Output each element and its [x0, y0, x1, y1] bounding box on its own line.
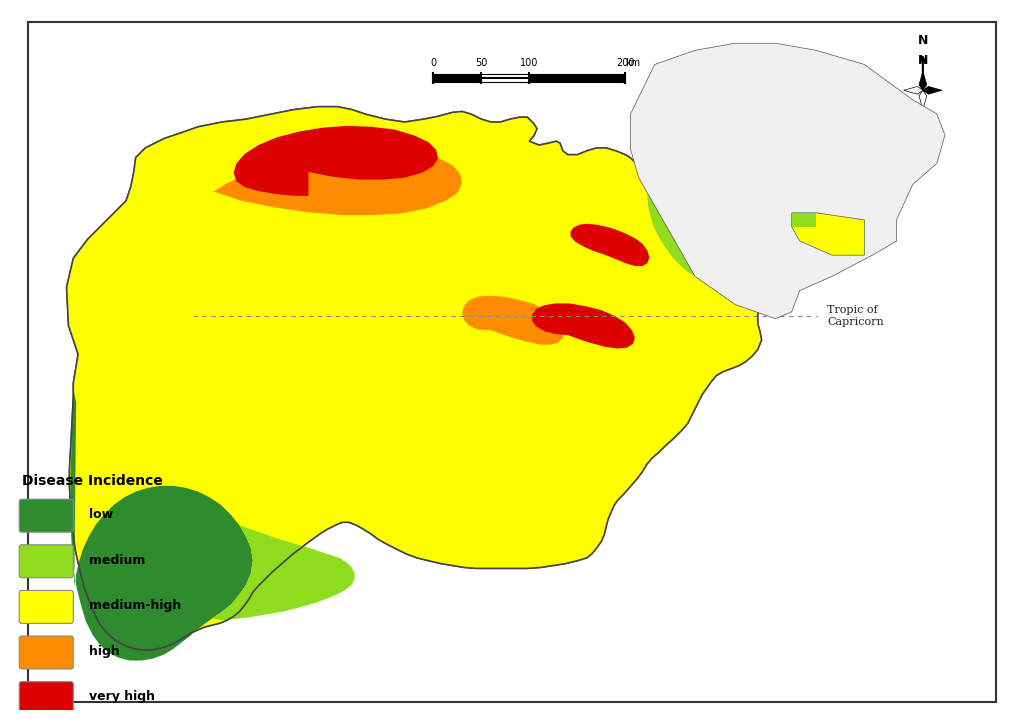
Polygon shape — [67, 106, 769, 650]
Polygon shape — [532, 303, 635, 348]
FancyBboxPatch shape — [19, 544, 74, 578]
FancyBboxPatch shape — [19, 636, 74, 669]
Text: 50: 50 — [475, 58, 487, 68]
Text: Tropic of
Capricorn: Tropic of Capricorn — [827, 305, 884, 327]
Text: N: N — [918, 54, 928, 67]
Polygon shape — [903, 86, 923, 94]
Polygon shape — [67, 106, 769, 650]
Text: very high: very high — [89, 691, 155, 703]
Polygon shape — [647, 177, 721, 276]
Polygon shape — [792, 213, 816, 227]
Polygon shape — [919, 71, 927, 90]
Polygon shape — [792, 213, 864, 255]
Polygon shape — [71, 383, 253, 660]
Polygon shape — [213, 150, 462, 215]
Polygon shape — [233, 126, 438, 196]
Text: Disease Incidence: Disease Incidence — [22, 474, 163, 488]
Bar — [529, 74, 626, 82]
Text: high: high — [89, 645, 120, 657]
Text: medium-high: medium-high — [89, 599, 181, 612]
Polygon shape — [923, 86, 942, 94]
FancyBboxPatch shape — [19, 500, 74, 532]
Text: 0: 0 — [430, 58, 436, 68]
Text: low: low — [89, 508, 114, 521]
Bar — [481, 74, 529, 82]
Bar — [433, 74, 481, 82]
Text: 200: 200 — [616, 58, 635, 68]
Text: N: N — [918, 34, 928, 47]
Polygon shape — [462, 296, 564, 345]
Polygon shape — [919, 90, 927, 109]
FancyBboxPatch shape — [19, 682, 74, 715]
Text: medium: medium — [89, 554, 145, 566]
Polygon shape — [570, 224, 649, 266]
FancyBboxPatch shape — [19, 591, 74, 623]
Text: 100: 100 — [520, 58, 539, 68]
Text: km: km — [626, 58, 640, 68]
Polygon shape — [213, 525, 354, 620]
Polygon shape — [631, 43, 945, 319]
